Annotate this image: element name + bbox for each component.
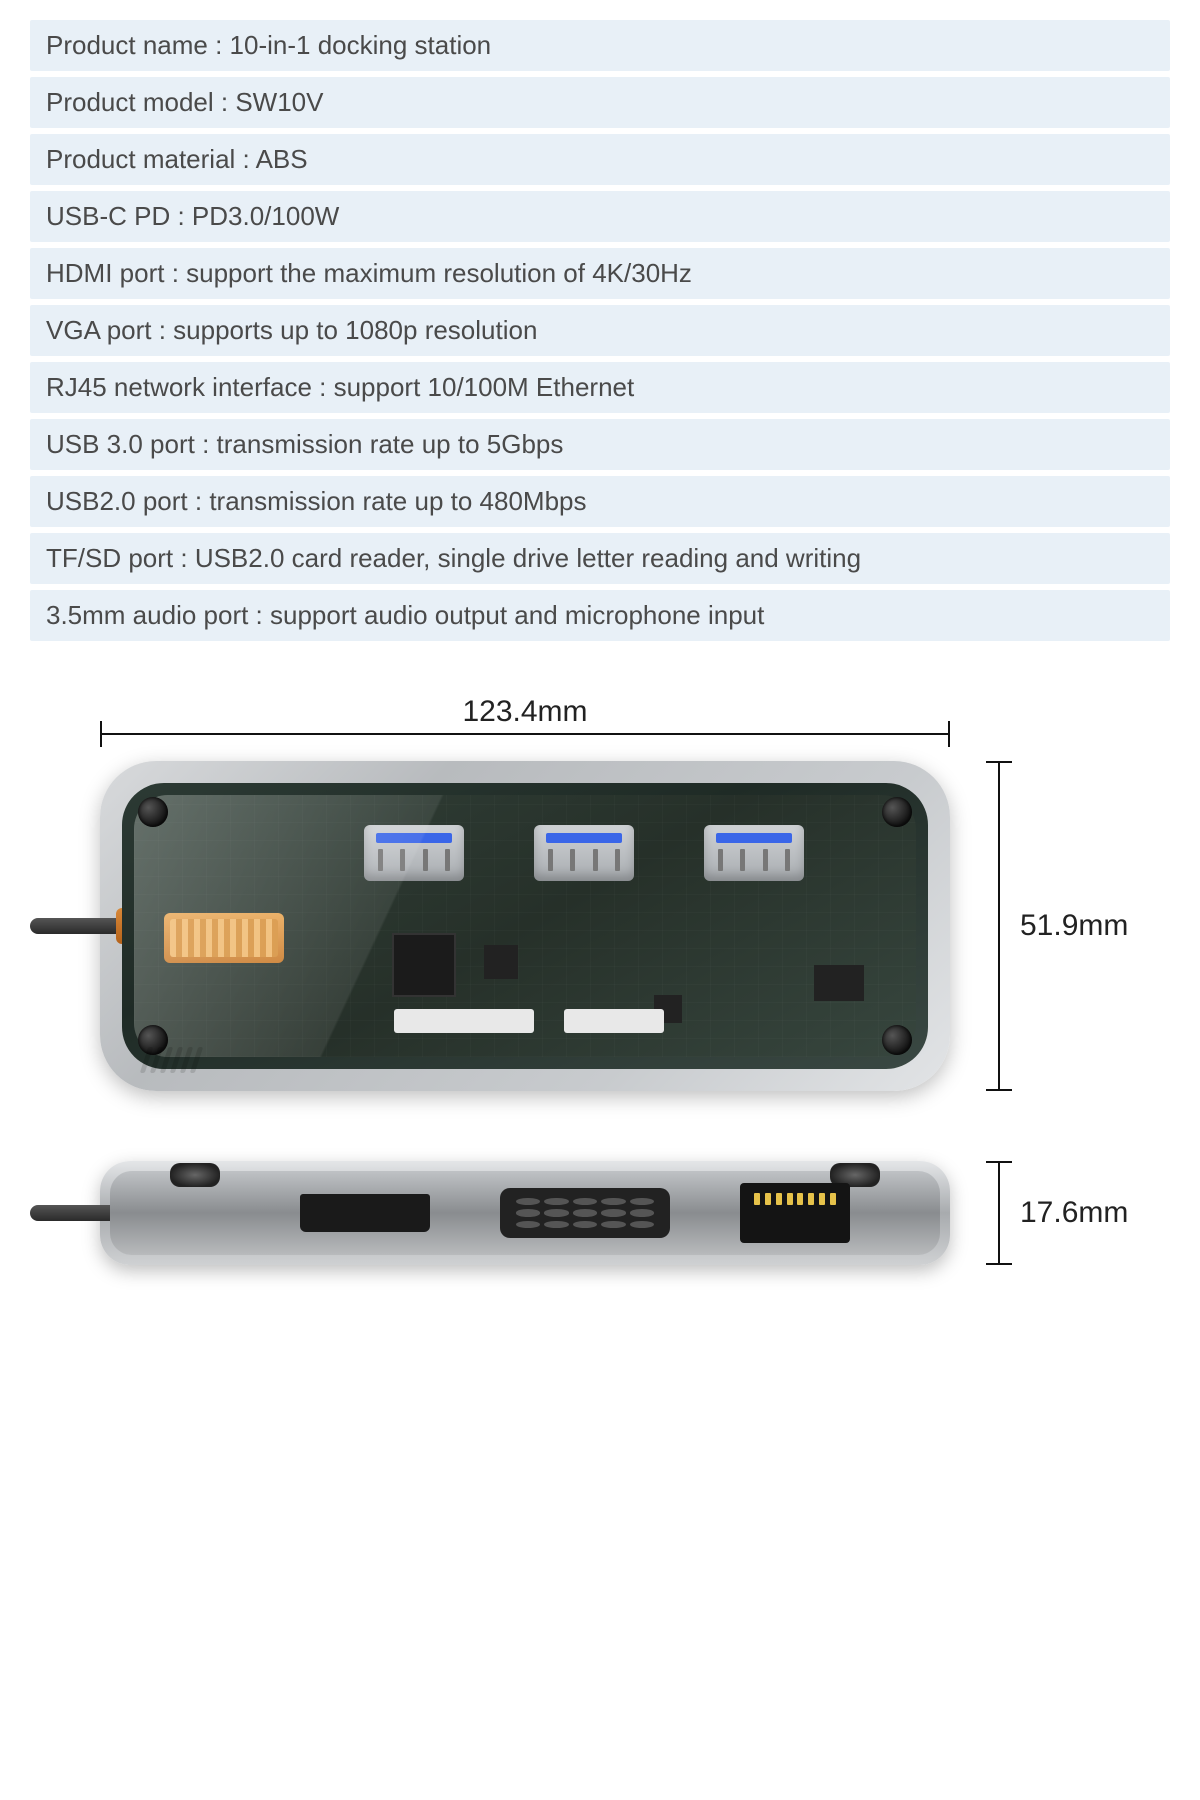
spec-label: Product material [46,144,235,174]
spec-row: USB2.0 port : transmission rate up to 48… [30,476,1170,527]
hdmi-port-icon [300,1194,430,1232]
width-dimension-label: 123.4mm [462,695,587,729]
spec-label: Product name [46,30,208,60]
spec-row: HDMI port : support the maximum resoluti… [30,248,1170,299]
screw-icon [882,1025,912,1055]
screw-icon [882,797,912,827]
spec-row: Product model : SW10V [30,77,1170,128]
device-side-view [100,1161,950,1265]
spec-value: 10-in-1 docking station [230,30,492,60]
pcb [134,795,916,1057]
chip-icon [814,965,864,1001]
device-top-view [100,761,950,1091]
spec-value: PD3.0/100W [192,201,339,231]
spec-value: ABS [256,144,308,174]
spec-row: Product material : ABS [30,134,1170,185]
spec-label: VGA port [46,315,152,345]
dimension-diagram: 123.4mm [30,691,1170,1371]
device-inner-frame [122,783,928,1069]
width-ruler-line [100,733,950,735]
cable-wire [30,918,126,934]
spec-row: RJ45 network interface : support 10/100M… [30,362,1170,413]
spec-label: USB-C PD [46,201,170,231]
gold-edge-connector [164,913,284,963]
vent-slits-icon [144,1047,199,1073]
spec-label: 3.5mm audio port [46,600,248,630]
height-ruler-line [998,761,1000,1091]
spec-value: support audio output and microphone inpu… [270,600,764,630]
spec-label: Product model [46,87,214,117]
spec-label: USB 3.0 port [46,429,195,459]
connector-slot-icon [564,1009,664,1033]
connector-slot-icon [394,1009,534,1033]
main-chip-icon [394,935,454,995]
spec-row: TF/SD port : USB2.0 card reader, single … [30,533,1170,584]
screw-icon [138,797,168,827]
rj45-port-icon [740,1183,850,1243]
thickness-dimension-label: 17.6mm [1020,1196,1128,1230]
spec-label: HDMI port [46,258,164,288]
vga-port-icon [500,1188,670,1238]
spec-value: transmission rate up to 480Mbps [209,486,586,516]
height-dimension-label: 51.9mm [1020,909,1128,943]
spec-row: VGA port : supports up to 1080p resoluti… [30,305,1170,356]
spec-value: transmission rate up to 5Gbps [217,429,564,459]
spec-value: SW10V [235,87,323,117]
usb-port-icon [534,825,634,881]
spec-value: supports up to 1080p resolution [173,315,537,345]
usb-port-icon [704,825,804,881]
spec-row: USB-C PD : PD3.0/100W [30,191,1170,242]
spec-value: support 10/100M Ethernet [334,372,635,402]
spec-row: USB 3.0 port : transmission rate up to 5… [30,419,1170,470]
spec-value: USB2.0 card reader, single drive letter … [195,543,861,573]
spec-label: RJ45 network interface [46,372,312,402]
chip-icon [484,945,518,979]
screw-icon [170,1163,220,1187]
spec-label: TF/SD port [46,543,173,573]
usb-port-icon [364,825,464,881]
spec-value: support the maximum resolution of 4K/30H… [186,258,692,288]
thickness-ruler-line [998,1161,1000,1265]
specs-list: Product name : 10-in-1 docking stationPr… [0,0,1200,641]
spec-row: 3.5mm audio port : support audio output … [30,590,1170,641]
spec-row: Product name : 10-in-1 docking station [30,20,1170,71]
spec-label: USB2.0 port [46,486,188,516]
